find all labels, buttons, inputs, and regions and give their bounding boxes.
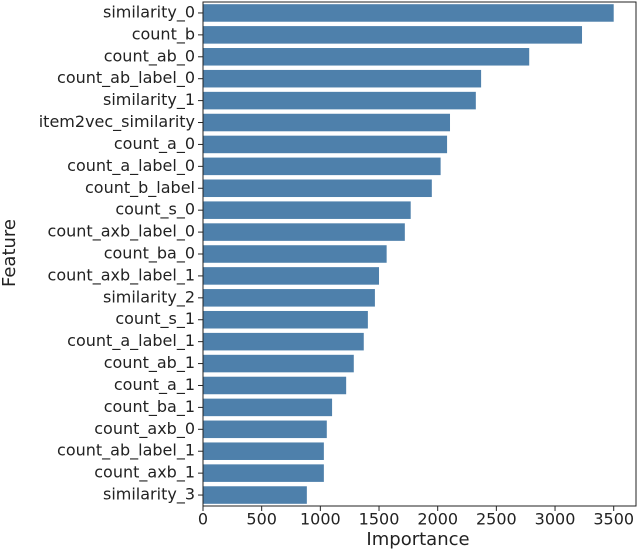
bar [203,486,307,504]
y-tick-label: count_axb_label_1 [48,265,195,285]
bar [203,442,324,460]
y-tick-label: count_ab_0 [104,46,195,66]
bar [203,376,347,395]
y-tick-label: count_a_label_0 [67,156,195,176]
x-tick-label: 1500 [359,510,400,529]
bar [203,398,333,417]
bar [203,179,432,198]
y-tick-label: similarity_1 [103,90,195,110]
x-tick-label: 1000 [300,510,341,529]
y-tick-label: count_ab_label_1 [57,441,195,461]
bar [203,332,364,351]
bar [203,289,375,307]
y-tick-label: count_axb_label_0 [48,222,195,242]
bar [203,354,354,373]
y-tick-label: count_s_1 [115,309,195,329]
bar [203,26,583,44]
y-tick-label: count_a_0 [114,134,195,154]
bar [203,267,380,285]
x-tick-label: 2000 [417,510,458,529]
y-tick-label: similarity_0 [103,2,195,22]
y-tick-label: count_ab_label_0 [57,68,195,88]
bar [203,4,614,22]
bar [203,420,327,439]
y-tick-label: count_axb_0 [94,419,195,439]
y-tick-label: count_s_0 [115,200,195,220]
x-tick-label: 3500 [593,510,634,529]
y-tick-label: similarity_3 [103,485,195,505]
x-tick-label: 0 [198,510,208,529]
y-tick-label: count_b_label [85,178,195,198]
bar [203,223,405,241]
bar [203,69,482,88]
y-tick-label: similarity_2 [103,287,195,307]
bar [203,135,448,154]
x-axis-label: Importance [366,529,469,550]
x-tick-label: 3000 [535,510,576,529]
y-axis-label: Feature [0,219,20,287]
bar [203,48,530,66]
bar [203,91,476,110]
y-tick-label: count_ab_1 [104,353,195,373]
bar [203,201,411,219]
y-tick-label: count_axb_1 [94,463,195,483]
y-tick-label: count_a_1 [114,375,195,395]
x-tick-label: 2500 [476,510,517,529]
bar [203,464,324,482]
y-tick-label: count_b [132,24,195,44]
bar [203,113,451,132]
bar [203,245,387,263]
y-tick-label: item2vec_similarity [39,112,195,132]
x-tick-label: 500 [246,510,277,529]
plot-frame [202,1,637,507]
y-tick-label: count_ba_0 [104,244,195,264]
y-tick-label: count_a_label_1 [67,331,195,351]
y-tick-label: count_ba_1 [104,397,195,417]
bar [203,310,368,329]
bar [203,157,441,176]
